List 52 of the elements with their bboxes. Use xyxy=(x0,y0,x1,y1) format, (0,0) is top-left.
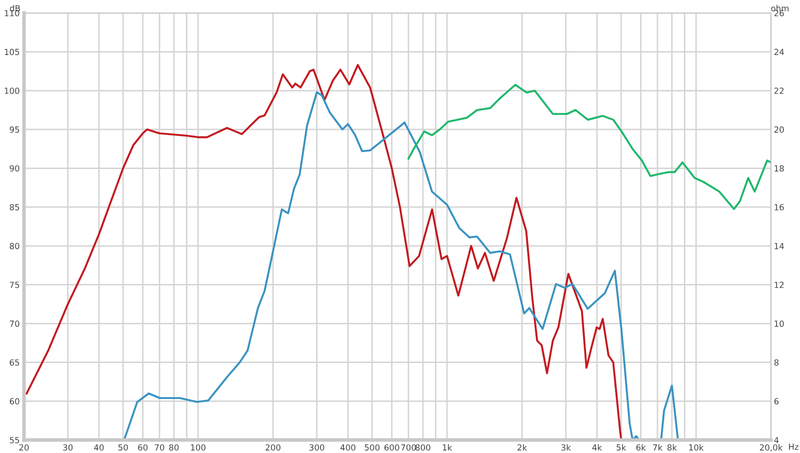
y2-axis-title: ohm xyxy=(771,4,789,12)
x-tick-label: 20 xyxy=(19,444,29,451)
x-tick-label: 700 xyxy=(401,444,416,451)
x-tick-label: 800 xyxy=(416,444,430,451)
x-tick-label: 3k xyxy=(561,444,571,451)
y2-tick-label: 12 xyxy=(774,282,784,288)
y-tick-label: 75 xyxy=(10,282,20,288)
x-tick-label: 4k xyxy=(592,444,602,450)
y-tick-label: 85 xyxy=(10,204,20,210)
y2-tick-label: 20 xyxy=(774,126,784,133)
y2-tick-label: 6 xyxy=(774,398,779,404)
y2-tick-label: 10 xyxy=(774,320,784,327)
x-tick-label: 400 xyxy=(340,444,356,451)
x-tick-label: 2k xyxy=(518,444,528,450)
y-tick-label: 60 xyxy=(10,398,20,404)
x-tick-label: 8k xyxy=(667,444,677,451)
y2-tick-label: 8 xyxy=(774,359,779,366)
y-tick-label: 90 xyxy=(10,165,20,172)
x-tick-label: 7k xyxy=(653,444,663,450)
y2-tick-label: 18 xyxy=(774,165,784,172)
x-tick-label: 10k xyxy=(689,444,704,451)
y-axis-title: dB xyxy=(10,4,20,12)
x-tick-label: 6k xyxy=(636,444,646,451)
x-tick-label: 1k xyxy=(442,444,452,450)
y-tick-label: 55 xyxy=(10,437,20,444)
y2-tick-label: 26 xyxy=(774,10,784,16)
x-tick-label: 70 xyxy=(154,444,164,451)
x-tick-label: 500 xyxy=(364,444,380,451)
x-tick-label: 5k xyxy=(616,444,626,451)
x-tick-label: 600 xyxy=(384,444,400,451)
x-tick-label: 30 xyxy=(63,444,73,451)
y-tick-label: 95 xyxy=(10,126,20,133)
y2-tick-label: 22 xyxy=(774,88,784,94)
x-axis-title: Hz xyxy=(789,444,798,450)
y-tick-label: 110 xyxy=(4,10,20,16)
y-tick-label: 80 xyxy=(10,242,20,250)
x-tick-label: 80 xyxy=(169,444,179,451)
y-tick-label: 65 xyxy=(10,359,20,366)
x-tick-label: 100 xyxy=(191,444,206,451)
y-tick-label: 105 xyxy=(4,48,20,56)
y2-tick-label: 16 xyxy=(774,204,784,210)
x-tick-label: 60 xyxy=(138,444,148,451)
x-tick-label: 200 xyxy=(266,444,280,451)
y-tick-label: 100 xyxy=(4,88,20,94)
x-tick-label: 40 xyxy=(94,444,104,451)
y-tick-label: 70 xyxy=(10,320,20,327)
y2-tick-label: 14 xyxy=(774,243,784,250)
x-tick-label: 50 xyxy=(118,444,128,451)
y2-tick-label: 4 xyxy=(774,437,779,444)
x-tick-label: 20,0k xyxy=(760,444,783,452)
y2-tick-label: 24 xyxy=(774,48,784,55)
x-tick-label: 300 xyxy=(310,444,324,451)
